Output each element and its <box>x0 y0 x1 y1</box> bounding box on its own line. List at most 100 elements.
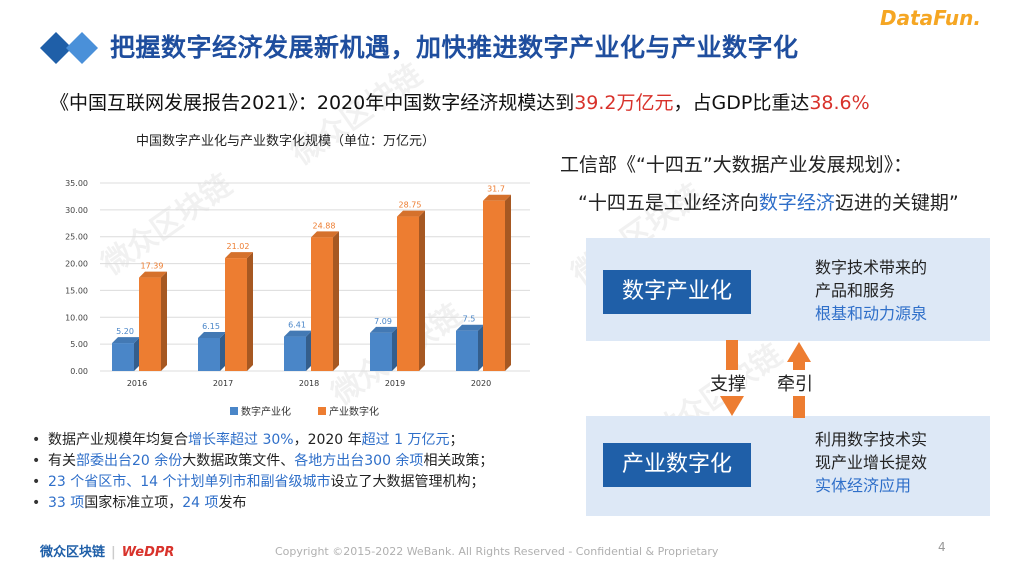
bar-top <box>370 326 398 333</box>
industrial-digitalization-desc: 利用数字技术实 现产业增长提效 实体经济应用 <box>815 428 927 497</box>
subtitle: 《中国互联网发展报告2021》：2020年中国数字经济规模达到39.2万亿元，占… <box>50 88 870 115</box>
data-label: 31.7 <box>487 185 505 194</box>
legend-swatch <box>318 407 326 415</box>
bar-side <box>505 194 511 371</box>
desc-highlight: 实体经济应用 <box>815 476 912 495</box>
bullet-text: 国家标准立项， <box>84 495 183 511</box>
data-label: 28.75 <box>399 201 422 210</box>
bar-digital-industrialization <box>370 332 392 371</box>
bar-side <box>306 330 312 371</box>
bar-industrial-digitalization <box>483 200 505 371</box>
bullet-text: 33 项 <box>48 495 85 511</box>
legend-swatch <box>230 407 238 415</box>
bar-chart: 中国数字产业化与产业数字化规模（单位：万亿元） 0.00 5.00 10.00 15.0… <box>65 134 530 418</box>
y-tick-label: 25.00 <box>65 233 88 242</box>
bullet-text: ，2020 年 <box>293 432 362 448</box>
subtitle-value-gdp-share: 38.6% <box>809 92 870 114</box>
digital-industrialization-desc: 数字技术带来的 产品和服务 根基和动力源泉 <box>815 256 927 325</box>
x-tick-label: 2019 <box>385 379 405 388</box>
x-tick-label: 2018 <box>299 379 319 388</box>
desc-line: 现产业增长提效 <box>815 453 928 472</box>
bar-top <box>112 337 140 344</box>
bullet-item: 数据产业规模年均复合增长率超过 30%，2020 年超过 1 万亿元； <box>30 430 493 451</box>
bar-digital-industrialization <box>456 330 478 371</box>
pull-label: 牵引 <box>777 370 813 396</box>
bullet-text: ； <box>449 432 464 448</box>
quote-line-2: “十四五是工业经济向数字经济迈进的关键期” <box>578 188 959 215</box>
bar-industrial-digitalization <box>139 277 161 371</box>
footer-brand: 微众区块链 | WeDPR <box>40 545 175 560</box>
datafun-logo: DataFun. <box>880 6 981 30</box>
bar-top <box>456 324 484 331</box>
quote-prefix: “十四五是工业经济向 <box>578 192 759 214</box>
y-tick-label: 10.00 <box>65 313 88 322</box>
desc-line: 产品和服务 <box>815 281 896 300</box>
bar-side <box>419 210 425 371</box>
bullet-text: 设立了大数据管理机构； <box>330 474 485 490</box>
bullet-text: 大数据政策文件、 <box>182 453 295 469</box>
legend-label: 数字产业化 <box>241 405 291 418</box>
x-tick-label: 2017 <box>213 379 233 388</box>
bullet-text: 各地方出台300 余项 <box>294 453 424 469</box>
y-tick-label: 15.00 <box>65 286 88 295</box>
desc-line: 利用数字技术实 <box>815 430 928 449</box>
bar-digital-industrialization <box>284 336 306 371</box>
page-number: 4 <box>938 540 946 554</box>
bar-side <box>161 271 167 371</box>
brand-cn: 微众区块链 <box>40 545 106 560</box>
bullet-text: 部委出台20 余份 <box>76 453 183 469</box>
y-tick-label: 5.00 <box>70 340 88 349</box>
bullet-text: 相关政策； <box>423 453 494 469</box>
bullet-text: 超过 1 万亿元 <box>361 432 450 448</box>
bar-industrial-digitalization <box>311 237 333 371</box>
desc-highlight: 根基和动力源泉 <box>815 304 928 323</box>
data-label: 24.88 <box>313 221 336 230</box>
bullet-text: 24 项 <box>182 495 219 511</box>
data-label: 6.41 <box>288 321 306 330</box>
digital-industrialization-label: 数字产业化 <box>603 270 751 314</box>
bullet-text: 23 个省区市、14 个计划单列市和副省级城市 <box>48 474 331 490</box>
quote-suffix: 迈进的关键期” <box>834 192 959 214</box>
data-label: 6.15 <box>202 322 220 331</box>
bullet-item: 23 个省区市、14 个计划单列市和副省级城市设立了大数据管理机构； <box>30 472 493 493</box>
bullet-item: 33 项国家标准立项，24 项发布 <box>30 493 493 514</box>
legend-label: 产业数字化 <box>329 405 379 418</box>
bar-side <box>247 252 253 371</box>
subtitle-prefix: 《中国互联网发展报告2021》：2020年中国数字经济规模达到 <box>50 92 575 114</box>
quote-highlight: 数字经济 <box>758 192 835 214</box>
bullet-list: 数据产业规模年均复合增长率超过 30%，2020 年超过 1 万亿元； 有关部委出… <box>30 430 493 514</box>
bullet-text: 发布 <box>218 495 247 511</box>
bar-side <box>392 326 398 371</box>
y-tick-label: 20.00 <box>65 260 88 269</box>
bullet-text: 增长率超过 30% <box>188 432 294 448</box>
data-label: 5.20 <box>116 327 134 336</box>
bar-side <box>333 231 339 371</box>
industrial-digitalization-label: 产业数字化 <box>603 443 751 487</box>
data-label: 17.39 <box>141 262 164 271</box>
quote-line-1: 工信部《“十四五”大数据产业发展规划》： <box>560 154 913 176</box>
bar-digital-industrialization <box>198 337 220 371</box>
x-tick-label: 2016 <box>127 379 147 388</box>
support-label: 支撑 <box>710 370 746 396</box>
chart-title: 中国数字产业化与产业数字化规模（单位：万亿元） <box>136 134 435 149</box>
bar-top <box>139 271 167 278</box>
y-tick-label: 0.00 <box>70 367 88 376</box>
title-diamond-icon <box>40 32 98 64</box>
y-tick-label: 30.00 <box>65 206 88 215</box>
bar-industrial-digitalization <box>225 258 247 371</box>
subtitle-middle: ，占GDP比重达 <box>673 92 810 114</box>
bar-top <box>483 194 511 201</box>
subtitle-value-scale: 39.2万亿元 <box>574 92 674 114</box>
y-tick-label: 35.00 <box>65 179 88 188</box>
bar-top <box>284 330 312 337</box>
desc-line: 数字技术带来的 <box>815 258 928 277</box>
logo-text: DataFun. <box>880 6 981 30</box>
bullet-text: 有关 <box>48 453 76 469</box>
bar-top <box>311 231 339 238</box>
data-label: 21.02 <box>227 242 250 251</box>
bar-side <box>220 331 226 371</box>
bar-digital-industrialization <box>112 343 134 371</box>
bar-top <box>198 331 226 338</box>
bar-top <box>397 210 425 217</box>
data-label: 7.5 <box>463 315 476 324</box>
